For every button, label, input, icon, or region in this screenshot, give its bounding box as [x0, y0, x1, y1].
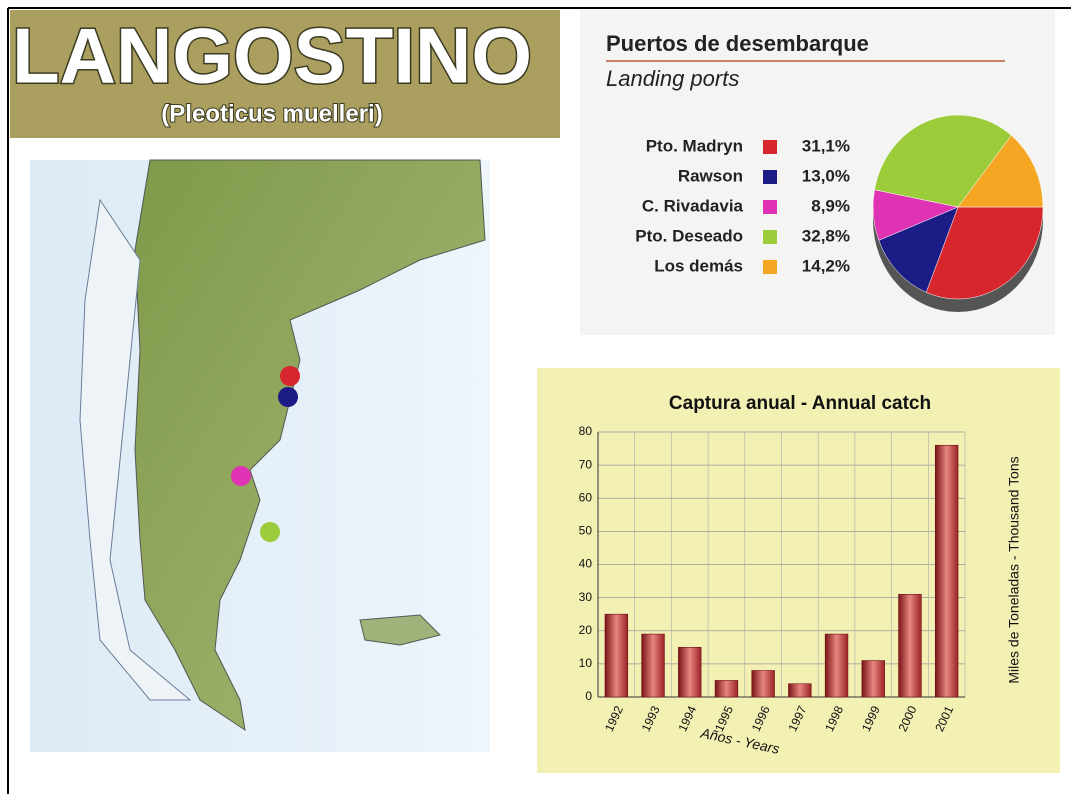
y-tick-label: 80 — [579, 424, 593, 438]
y-tick-label: 30 — [579, 590, 593, 604]
y-tick-label: 0 — [585, 689, 592, 703]
pie-slice — [874, 114, 1012, 208]
legend-label: Pto. Madryn — [646, 136, 743, 155]
pie-slice — [925, 206, 1044, 300]
bar — [824, 633, 849, 698]
y-tick-label: 60 — [579, 490, 593, 504]
bar — [604, 613, 629, 698]
value-label: 13,0% — [802, 166, 850, 185]
legend-swatch — [763, 140, 777, 154]
legend-swatch — [763, 260, 777, 274]
legend-label: C. Rivadavia — [642, 196, 744, 215]
pie-subtitle: Landing ports — [606, 66, 739, 91]
bar — [934, 444, 959, 698]
bar — [861, 660, 885, 698]
bar-title: Captura anual - Annual catch — [669, 393, 931, 414]
value-label: 8,9% — [811, 196, 850, 215]
value-label: 32,8% — [802, 226, 850, 245]
legend-swatch — [763, 170, 777, 184]
bar — [898, 594, 922, 698]
legend-label: Rawson — [678, 166, 743, 185]
pie-slice — [878, 206, 959, 293]
y-axis-title: Miles de Toneladas - Thousand Tons — [1006, 456, 1022, 683]
legend-swatch — [763, 200, 777, 214]
value-label: 31,1% — [802, 136, 850, 155]
bar — [678, 647, 702, 698]
y-tick-label: 40 — [579, 557, 593, 571]
y-tick-label: 70 — [579, 457, 593, 471]
bar — [641, 633, 665, 698]
pie-title: Puertos de desembarque — [606, 31, 869, 56]
banner — [10, 10, 560, 138]
legend-label: Pto. Deseado — [635, 226, 743, 245]
y-tick-label: 20 — [579, 623, 593, 637]
value-label: 14,2% — [802, 256, 850, 275]
legend-label: Los demás — [654, 256, 743, 275]
bar-panel — [537, 368, 1060, 773]
map — [30, 159, 490, 752]
bar — [788, 683, 812, 698]
y-tick-label: 10 — [579, 656, 593, 670]
pie-slice — [957, 135, 1044, 208]
legend-swatch — [763, 230, 777, 244]
bar — [751, 670, 775, 698]
y-tick-label: 50 — [579, 524, 593, 538]
banner-subtitle: (Pleoticus muelleri) — [161, 100, 382, 127]
bar — [714, 680, 739, 698]
banner-title: LANGOSTINO — [12, 12, 532, 100]
